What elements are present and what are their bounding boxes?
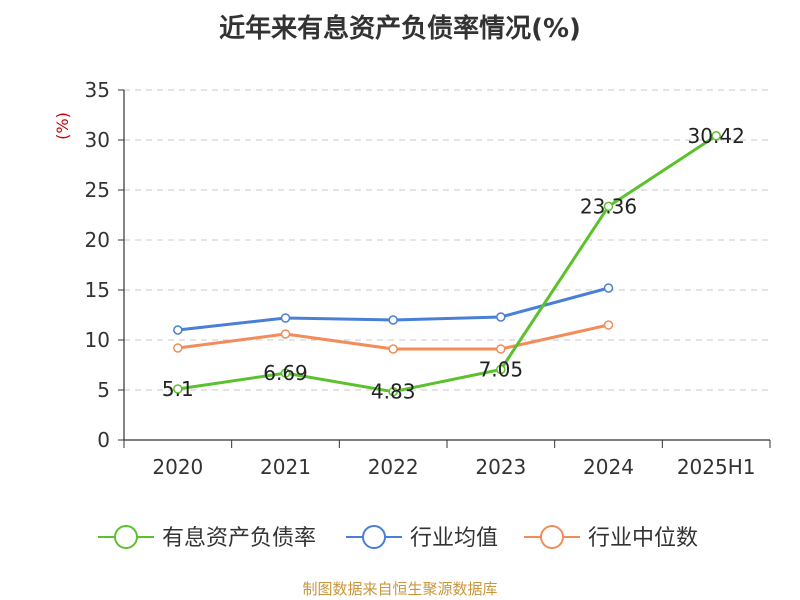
y-tick-label: 25 [85, 178, 110, 202]
y-tick-label: 20 [85, 228, 110, 252]
source-note: 制图数据来自恒生聚源数据库 [302, 580, 498, 598]
data-point [280, 368, 291, 378]
chart-title: 近年来有息资产负债率情况(%) [219, 14, 581, 44]
x-tick-label: 2024 [583, 455, 634, 479]
data-point [388, 315, 398, 325]
data-point [603, 201, 614, 212]
data-point [496, 344, 506, 354]
x-tick-label: 2025H1 [677, 455, 756, 479]
data-label: 7.05 [479, 358, 524, 382]
data-point [603, 320, 614, 330]
data-point [603, 283, 614, 293]
data-point [173, 325, 183, 335]
legend-label: 行业均值 [410, 526, 498, 551]
data-point [388, 344, 398, 354]
x-tick-label: 2021 [260, 455, 311, 479]
y-tick-label: 10 [85, 328, 110, 352]
legend-label: 有息资产负债率 [162, 526, 316, 551]
data-point [173, 384, 183, 394]
data-point [280, 329, 291, 339]
data-label: 6.69 [263, 361, 308, 385]
data-point [173, 343, 183, 353]
data-point [711, 131, 721, 141]
y-tick-label: 30 [85, 128, 110, 152]
y-tick-label: 0 [97, 428, 110, 452]
legend-marker [114, 525, 138, 549]
data-label: 23.36 [580, 194, 637, 218]
data-point [388, 386, 398, 397]
legend-marker [540, 525, 564, 549]
x-tick-label: 2020 [152, 455, 203, 479]
y-tick-label: 15 [85, 278, 110, 302]
y-tick-label: 35 [85, 78, 110, 102]
y-tick-label: 5 [97, 378, 110, 402]
data-label: 30.42 [688, 124, 745, 148]
y-axis-unit: (%) [53, 112, 72, 140]
data-point [496, 312, 506, 322]
legend-label: 行业中位数 [588, 526, 698, 551]
data-point [280, 313, 291, 323]
data-label: 5.1 [162, 377, 194, 401]
x-tick-label: 2023 [475, 455, 526, 479]
series-line-0 [177, 134, 717, 394]
x-tick-label: 2022 [368, 455, 419, 479]
legend-marker [362, 525, 386, 549]
data-label: 4.83 [371, 380, 416, 404]
data-point [496, 364, 506, 375]
